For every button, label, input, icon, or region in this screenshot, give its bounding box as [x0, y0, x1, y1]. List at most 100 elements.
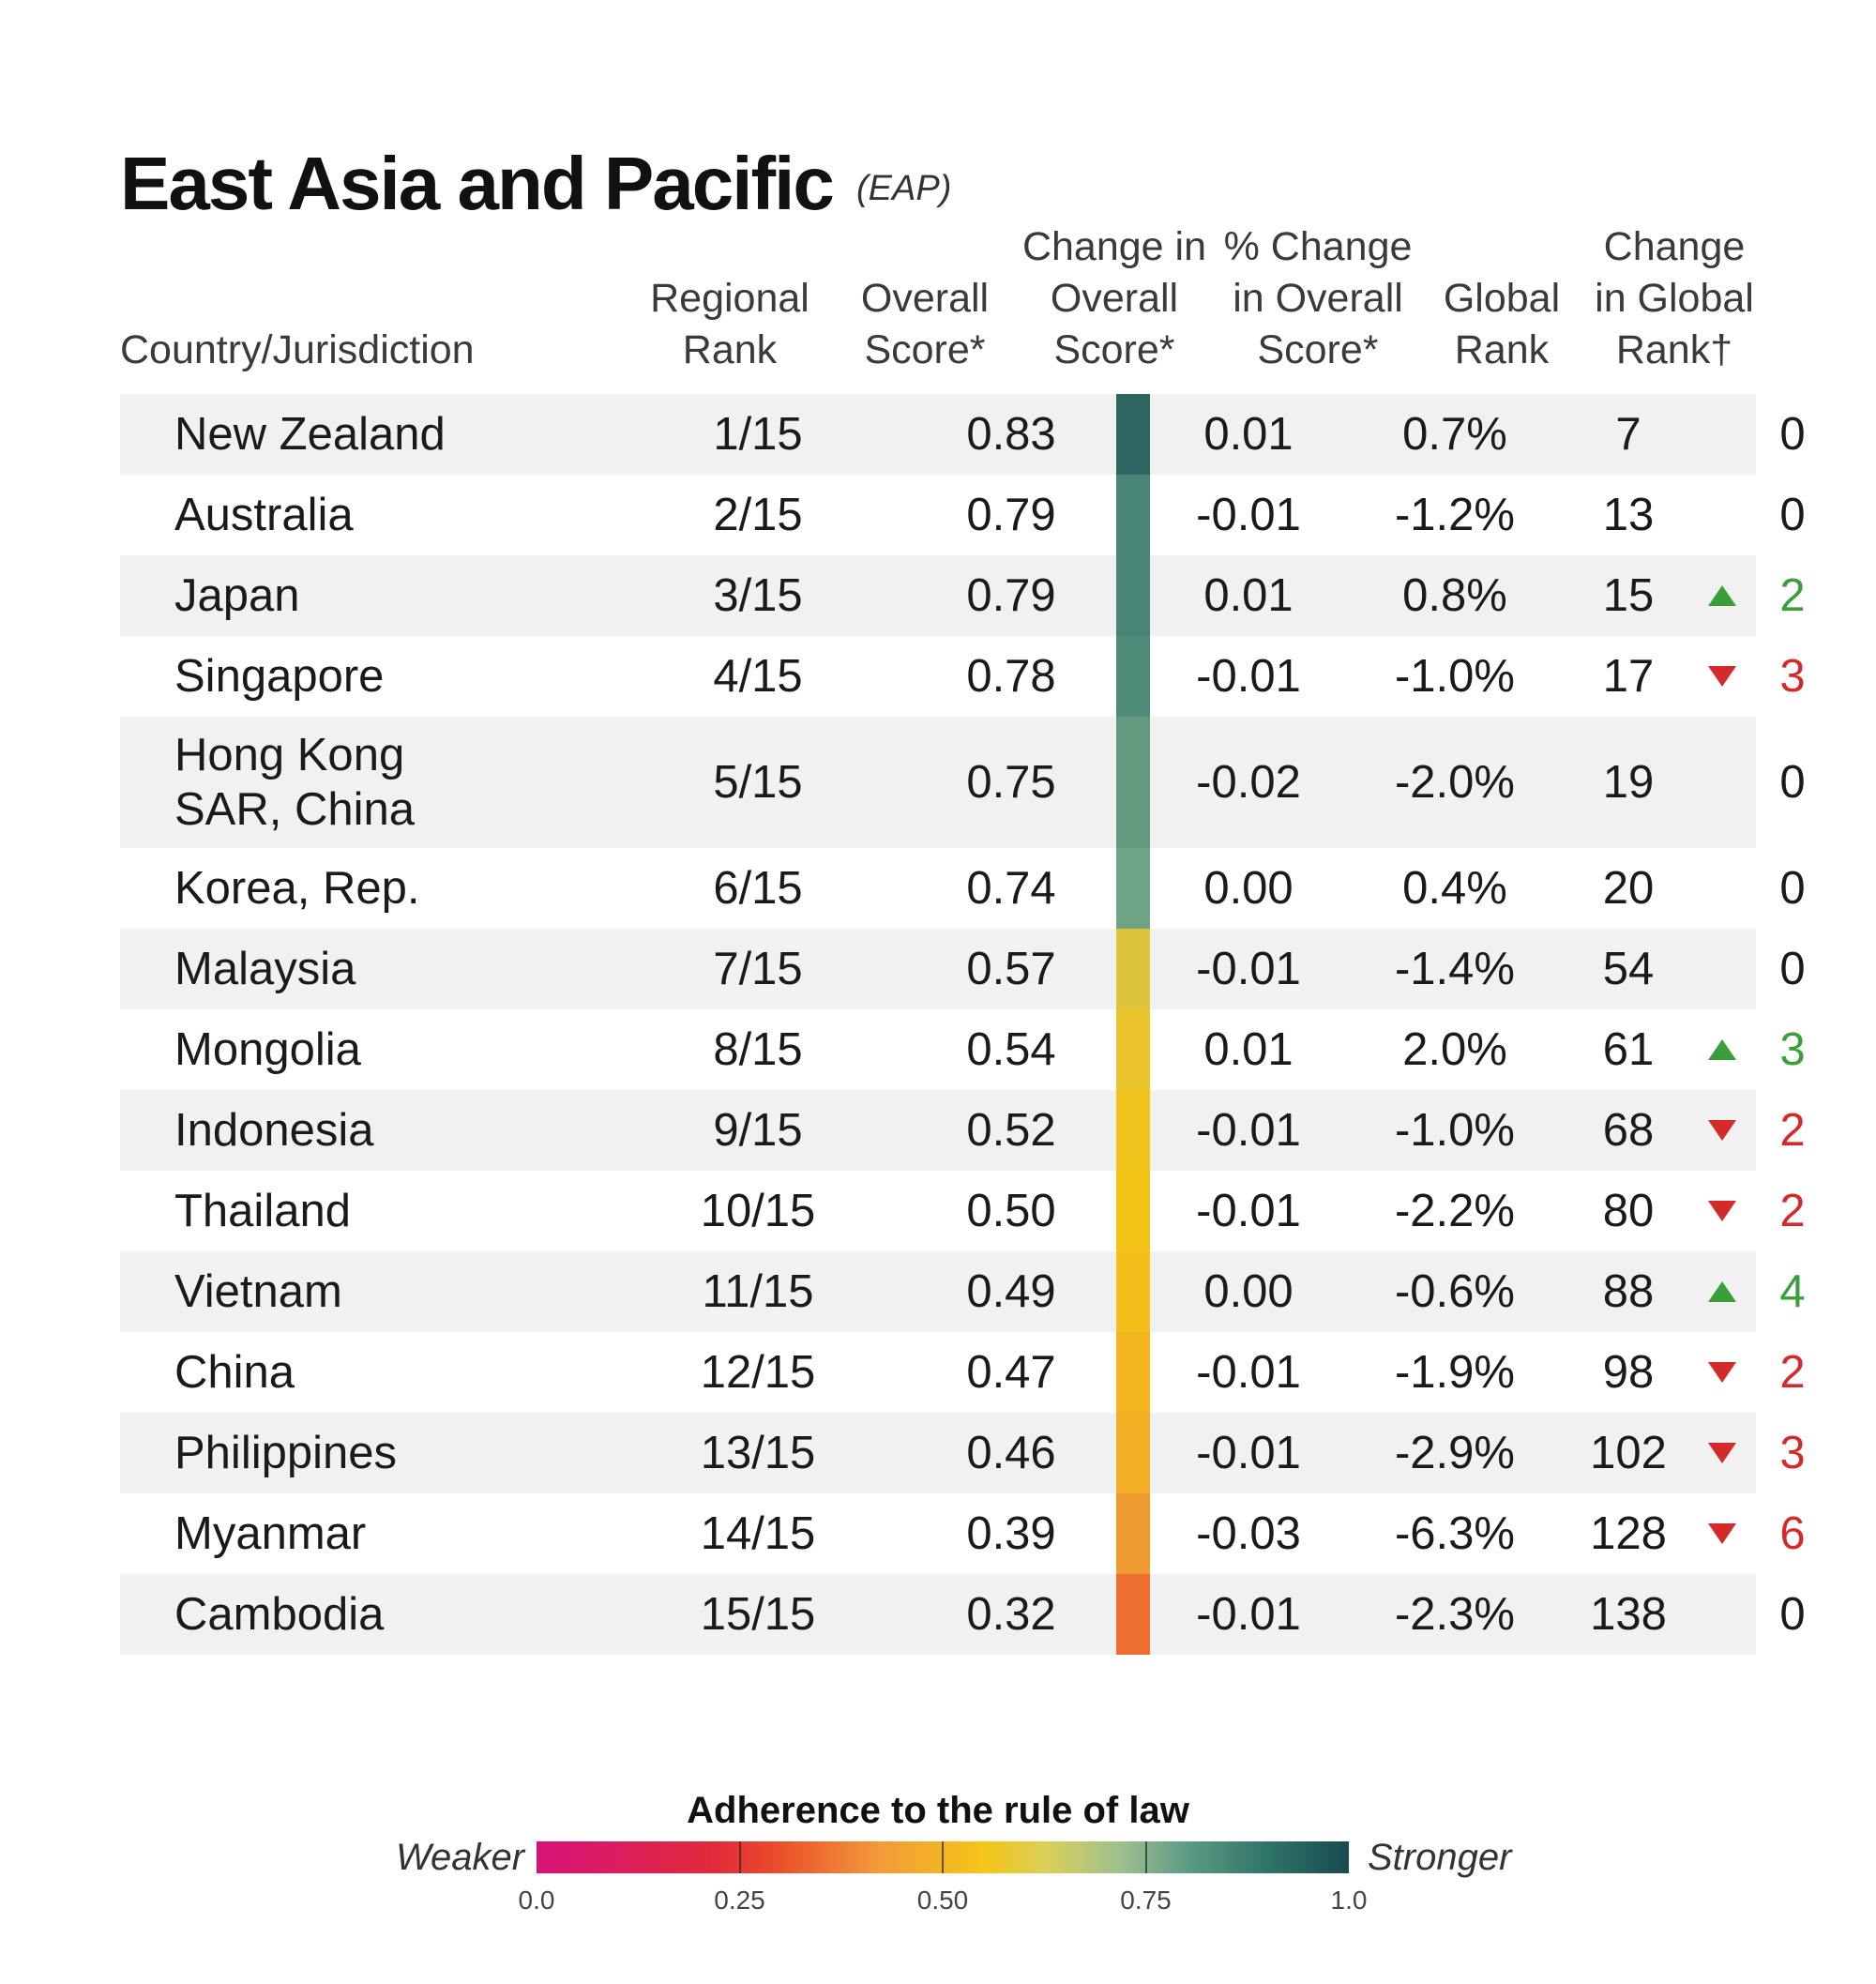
cell-country: China [174, 1347, 295, 1398]
cell-score: 0.39 [966, 1508, 1056, 1559]
legend-tick-label: 0.50 [916, 1886, 969, 1915]
cell-score: 0.47 [966, 1347, 1056, 1398]
triangle-down-icon [1708, 1443, 1736, 1463]
cell-global-rank: 20 [1602, 863, 1655, 914]
cell-rank-change: 0 [1779, 409, 1806, 460]
cell-pct-change: 0.4% [1402, 863, 1507, 914]
cell-country: Cambodia [174, 1589, 385, 1640]
cell-rank-change: 0 [1779, 490, 1806, 540]
cell-pct-change: -1.2% [1394, 490, 1515, 540]
score-color-swatch [1116, 1171, 1150, 1251]
cell-global-rank: 80 [1602, 1186, 1655, 1236]
cell-rank-change: 6 [1779, 1508, 1806, 1559]
cell-score: 0.57 [966, 944, 1056, 994]
cell-global-rank: 98 [1602, 1347, 1655, 1398]
legend-low-label: Weaker [396, 1837, 525, 1878]
cell-rank-change: 2 [1779, 1186, 1806, 1236]
cell-regional-rank: 6/15 [713, 863, 803, 914]
cell-score: 0.75 [966, 757, 1056, 808]
cell-country: Indonesia [174, 1105, 374, 1156]
score-color-swatch [1116, 1574, 1150, 1655]
cell-rank-change: 0 [1779, 863, 1806, 914]
column-header: Country/Jurisdiction [120, 327, 475, 372]
cell-regional-rank: 4/15 [713, 651, 803, 702]
cell-change: -0.01 [1196, 490, 1301, 540]
cell-change: -0.03 [1196, 1508, 1301, 1559]
cell-global-rank: 7 [1615, 409, 1642, 460]
table-row: Malaysia 7/15 0.57 -0.01 -1.4% 54 0 [120, 929, 1806, 1009]
cell-regional-rank: 14/15 [700, 1508, 816, 1559]
cell-regional-rank: 9/15 [713, 1105, 803, 1156]
cell-regional-rank: 12/15 [700, 1347, 816, 1398]
cell-score: 0.78 [966, 651, 1056, 702]
cell-change: -0.01 [1196, 651, 1301, 702]
cell-global-rank: 68 [1602, 1105, 1655, 1156]
legend-title: Adherence to the rule of law [687, 1790, 1189, 1831]
cell-score: 0.79 [966, 570, 1056, 621]
triangle-up-icon [1708, 585, 1736, 606]
cell-country: Vietnam [174, 1266, 342, 1317]
cell-pct-change: -1.9% [1394, 1347, 1515, 1398]
cell-global-rank: 138 [1590, 1589, 1667, 1640]
cell-change: 0.01 [1203, 409, 1294, 460]
cell-rank-change: 3 [1779, 1428, 1806, 1478]
cell-regional-rank: 3/15 [713, 570, 803, 621]
cell-score: 0.79 [966, 490, 1056, 540]
table-row: Hong Kong SAR, China 5/15 0.75 -0.02 -2.0% 19… [120, 717, 1806, 848]
cell-global-rank: 61 [1602, 1024, 1655, 1075]
cell-rank-change: 2 [1779, 1105, 1806, 1156]
cell-pct-change: -2.2% [1394, 1186, 1515, 1236]
table-row: Mongolia 8/15 0.54 0.01 2.0% 61 3 [120, 1009, 1806, 1090]
cell-global-rank: 13 [1602, 490, 1655, 540]
cell-regional-rank: 5/15 [713, 757, 803, 808]
table-row: China 12/15 0.47 -0.01 -1.9% 98 2 [120, 1332, 1806, 1413]
cell-country: New Zealand [174, 409, 446, 460]
cell-change: 0.01 [1203, 570, 1294, 621]
cell-score: 0.46 [966, 1428, 1056, 1478]
table-row: Japan 3/15 0.79 0.01 0.8% 15 2 [120, 555, 1806, 636]
score-color-swatch [1116, 717, 1150, 848]
cell-score: 0.83 [966, 409, 1056, 460]
score-color-swatch [1116, 394, 1150, 475]
triangle-down-icon [1708, 666, 1736, 687]
cell-regional-rank: 1/15 [713, 409, 803, 460]
score-color-swatch [1116, 555, 1150, 636]
legend-tick-mark [942, 1841, 944, 1873]
cell-pct-change: 2.0% [1402, 1024, 1507, 1075]
score-color-swatch [1116, 475, 1150, 555]
cell-regional-rank: 7/15 [713, 944, 803, 994]
cell-rank-change: 0 [1779, 757, 1806, 808]
triangle-down-icon [1708, 1201, 1736, 1221]
cell-regional-rank: 10/15 [700, 1186, 816, 1236]
cell-rank-change: 3 [1779, 1024, 1806, 1075]
cell-rank-change: 0 [1779, 944, 1806, 994]
table-row: Cambodia 15/15 0.32 -0.01 -2.3% 138 0 [120, 1574, 1806, 1655]
score-color-swatch [1116, 848, 1150, 929]
cell-score: 0.32 [966, 1589, 1056, 1640]
cell-global-rank: 102 [1590, 1428, 1667, 1478]
cell-rank-change: 2 [1779, 570, 1806, 621]
cell-pct-change: -2.9% [1394, 1428, 1515, 1478]
cell-change: -0.01 [1196, 1589, 1301, 1640]
cell-global-rank: 15 [1602, 570, 1655, 621]
cell-regional-rank: 13/15 [700, 1428, 816, 1478]
cell-change: 0.00 [1203, 863, 1294, 914]
column-header: Change in Global Rank† [1595, 224, 1754, 372]
cell-rank-change: 4 [1779, 1266, 1806, 1317]
score-color-swatch [1116, 1251, 1150, 1332]
cell-change: -0.01 [1196, 1186, 1301, 1236]
column-header: Global Rank [1443, 276, 1561, 372]
cell-country: Philippines [174, 1428, 397, 1478]
cell-global-rank: 88 [1602, 1266, 1655, 1317]
triangle-down-icon [1708, 1120, 1736, 1141]
cell-score: 0.52 [966, 1105, 1056, 1156]
score-color-swatch [1116, 1090, 1150, 1171]
legend-tick-label: 0.25 [714, 1886, 765, 1915]
triangle-down-icon [1708, 1523, 1736, 1544]
table-row: Myanmar 14/15 0.39 -0.03 -6.3% 128 6 [120, 1493, 1806, 1574]
cell-pct-change: -0.6% [1394, 1266, 1515, 1317]
cell-pct-change: -1.0% [1394, 651, 1515, 702]
score-color-swatch [1116, 1493, 1150, 1574]
column-header: Regional Rank [650, 276, 809, 372]
cell-change: -0.02 [1196, 757, 1301, 808]
